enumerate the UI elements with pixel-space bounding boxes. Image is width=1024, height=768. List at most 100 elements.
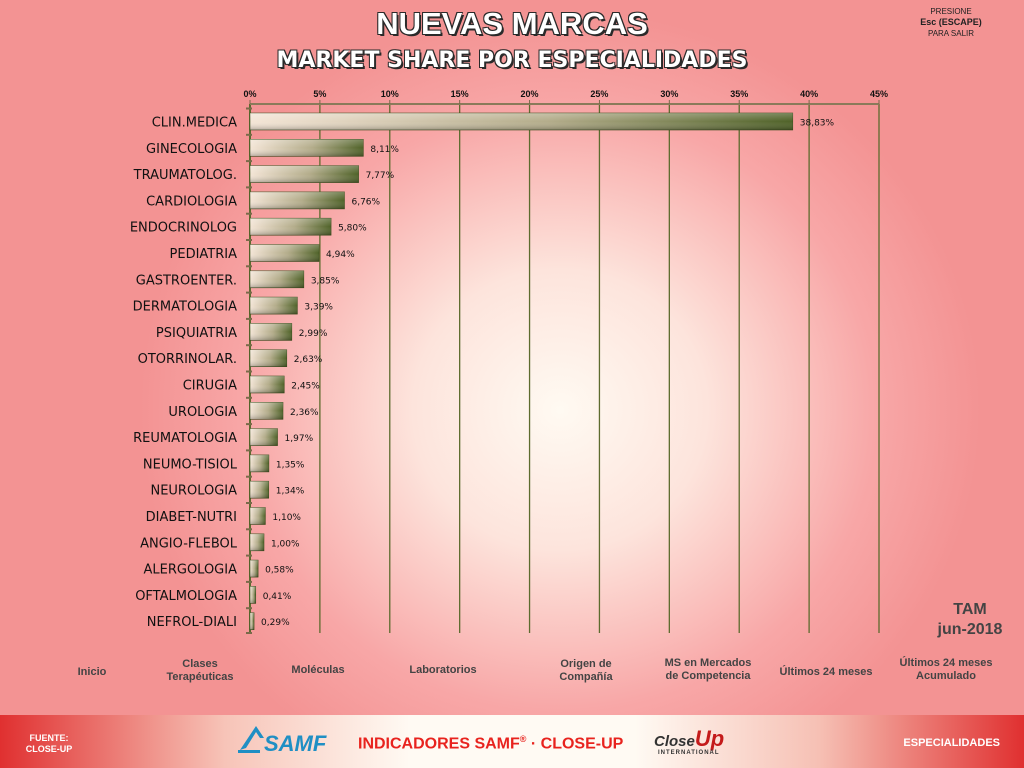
value-label: 0,29% — [261, 618, 290, 628]
category-label: DERMATOLOGIA — [133, 300, 237, 315]
bar-shading — [250, 244, 320, 262]
nav-moleculas[interactable]: Moléculas — [291, 664, 345, 676]
bar-shading — [250, 270, 304, 288]
bar-shading — [250, 428, 278, 446]
x-tick-label: 40% — [800, 89, 818, 99]
value-label: 3,39% — [304, 303, 333, 313]
category-label: ANGIO-FLEBOL — [140, 536, 238, 551]
value-label: 1,35% — [276, 460, 305, 470]
page-subtitle: MARKET SHARE POR ESPECIALIDADES — [276, 48, 748, 73]
category-label: ENDOCRINOLOG — [130, 221, 237, 236]
value-label: 1,34% — [276, 487, 305, 497]
x-tick-label: 0% — [243, 89, 256, 99]
chart-grid — [249, 103, 880, 633]
bar-shading — [250, 139, 364, 157]
x-tick-label: 5% — [313, 89, 326, 99]
escape-hint-line3: PARA SALIR — [927, 29, 975, 38]
bar-shading — [250, 533, 264, 551]
bar-shading — [250, 113, 793, 130]
category-label: PSIQUIATRIA — [156, 326, 237, 341]
nav-laboratorios[interactable]: Laboratorios — [409, 664, 477, 676]
x-tick-label: 45% — [870, 89, 888, 99]
bar-shading — [250, 560, 259, 578]
escape-hint: PRESIONE Esc (ESCAPE) PARA SALIR — [896, 6, 1006, 39]
value-label: 1,97% — [285, 434, 314, 444]
tam-period: jun-2018 — [937, 621, 1003, 638]
footer-bar — [0, 715, 1024, 768]
bar-shading — [250, 218, 332, 236]
chart-bars: CLIN.MEDICA 38,83% GINECOLOGIA 8,11% TRAUMAT… — [130, 112, 835, 630]
bar-shading — [250, 586, 256, 604]
category-label: REUMATOLOGIA — [133, 431, 237, 446]
nav-ultimos-24-meses-acumulado[interactable]: Últimos 24 meses Acumulado — [899, 657, 993, 682]
value-label: 8,11% — [370, 145, 399, 155]
category-label: GINECOLOGIA — [146, 142, 237, 157]
samf-logo: SAMF — [238, 726, 327, 756]
value-label: 3,85% — [311, 276, 340, 286]
closeup-logo: CloseUp INTERNATIONAL — [654, 726, 725, 756]
especialidades-button[interactable]: ESPECIALIDADES — [903, 737, 1000, 749]
bar-shading — [250, 165, 359, 183]
bar-shading — [250, 323, 292, 341]
x-tick-label: 15% — [451, 89, 469, 99]
indicators-title: INDICADORES SAMF® · CLOSE-UP — [358, 734, 624, 753]
value-label: 6,76% — [351, 197, 380, 207]
bar-shading — [250, 507, 266, 525]
x-tick-label: 35% — [730, 89, 748, 99]
value-label: 7,77% — [366, 171, 395, 181]
category-label: NEUROLOGIA — [150, 484, 237, 499]
x-tick-label: 25% — [590, 89, 608, 99]
svg-text:SAMF: SAMF — [264, 731, 327, 756]
value-label: 2,99% — [299, 329, 328, 339]
value-label: 5,80% — [338, 224, 367, 234]
value-label: 1,00% — [271, 539, 300, 549]
bottom-navigation: Inicio Clases Terapéuticas Moléculas Labo… — [0, 656, 1024, 696]
tam-title: TAM — [953, 601, 987, 618]
source-note: FUENTE: CLOSE-UP — [14, 733, 84, 755]
value-label: 1,10% — [272, 513, 301, 523]
category-label: TRAUMATOLOG. — [133, 168, 237, 183]
bar-shading — [250, 481, 269, 499]
category-label: ALERGOLOGIA — [143, 563, 237, 578]
category-label: PEDIATRIA — [170, 247, 238, 262]
value-label: 2,63% — [294, 355, 323, 365]
x-tick-label: 20% — [521, 89, 539, 99]
value-label: 4,94% — [326, 250, 355, 260]
category-label: DIABET-NUTRI — [146, 510, 237, 525]
category-label: CIRUGIA — [183, 379, 237, 394]
nav-origen-compania[interactable]: Origen de Compañía — [559, 658, 613, 683]
category-label: NEFROL-DIALI — [147, 615, 237, 630]
bar-shading — [250, 191, 345, 209]
source-name: CLOSE-UP — [25, 744, 73, 754]
nav-ultimos-24-meses[interactable]: Últimos 24 meses — [779, 666, 873, 678]
category-label: GASTROENTER. — [136, 273, 237, 288]
value-label: 0,58% — [265, 566, 294, 576]
bar-shading — [250, 297, 298, 315]
category-label: CLIN.MEDICA — [152, 116, 237, 131]
nav-clases-terapeuticas[interactable]: Clases Terapéuticas — [166, 658, 234, 683]
category-label: OTORRINOLAR. — [138, 352, 237, 367]
escape-hint-line1: PRESIONE — [930, 7, 972, 16]
bar-shading — [250, 402, 283, 420]
bar-shading — [250, 376, 285, 393]
category-label: OFTALMOLOGIA — [135, 589, 237, 604]
bar-shading — [250, 349, 287, 367]
market-share-bar-chart: 0% 5% 10% 15% 20% 25% 30% 35% 40% 45% CLIN.MEDICA… — [130, 89, 888, 634]
source-label: FUENTE: — [29, 733, 69, 743]
page-title: NUEVAS MARCAS — [376, 6, 648, 41]
value-label: 0,41% — [263, 592, 292, 602]
bar-shading — [250, 612, 255, 630]
x-axis-ticks: 0% 5% 10% 15% 20% 25% 30% 35% 40% 45% — [243, 89, 888, 634]
nav-ms-mercados-competencia[interactable]: MS en Mercados de Competencia — [664, 657, 752, 682]
value-label: 38,83% — [800, 119, 835, 129]
category-label: NEUMO-TISIOL — [143, 457, 238, 472]
tam-label: TAM jun-2018 — [915, 600, 1024, 640]
bar-shading — [250, 454, 269, 472]
nav-inicio[interactable]: Inicio — [77, 666, 107, 678]
escape-hint-line2: Esc (ESCAPE) — [920, 17, 982, 27]
value-label: 2,45% — [291, 382, 320, 392]
x-tick-label: 30% — [660, 89, 678, 99]
x-tick-label: 10% — [381, 89, 399, 99]
category-label: UROLOGIA — [168, 405, 237, 420]
category-label: CARDIOLOGIA — [146, 194, 237, 209]
